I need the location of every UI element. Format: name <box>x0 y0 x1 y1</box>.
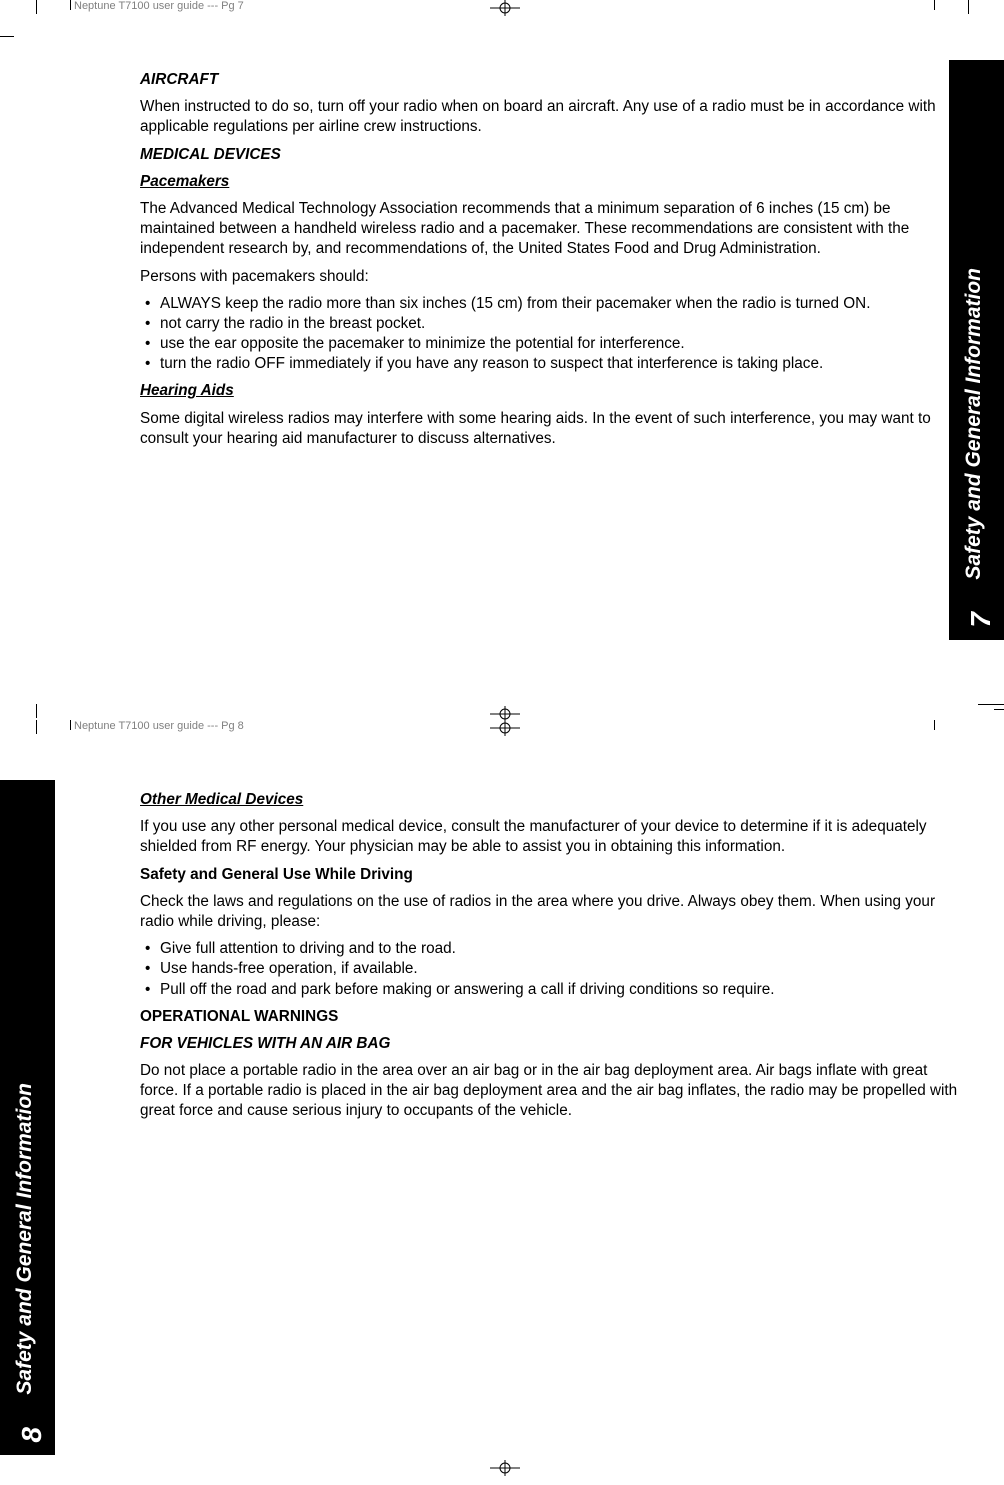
crop-tick-8-tl <box>36 720 37 734</box>
list-item: Give full attention to driving and to th… <box>160 939 968 959</box>
header-tick-right <box>934 0 935 10</box>
heading-operational-warnings: OPERATIONAL WARNINGS <box>140 1007 968 1027</box>
heading-other-medical: Other Medical Devices <box>140 790 968 810</box>
edge-tick-2 <box>994 709 1004 710</box>
list-pacemakers: ALWAYS keep the radio more than six inch… <box>140 294 968 375</box>
reg-mark-bottom-8 <box>490 1460 520 1480</box>
heading-medical-devices: MEDICAL DEVICES <box>140 145 968 165</box>
list-driving: Give full attention to driving and to th… <box>140 939 968 1000</box>
content-8: Other Medical Devices If you use any oth… <box>140 720 968 1122</box>
crop-mark-tr-v <box>968 0 969 14</box>
tab-number-7: 7 <box>965 612 997 628</box>
tab-number-8: 8 <box>16 1427 48 1443</box>
edge-tick-1 <box>978 704 1004 705</box>
list-item: turn the radio OFF immediately if you ha… <box>160 354 968 374</box>
list-item: Pull off the road and park before making… <box>160 980 968 1000</box>
reg-mark-top-8 <box>490 720 520 740</box>
crop-mark-tl-v <box>36 0 37 14</box>
heading-hearing-aids: Hearing Aids <box>140 381 968 401</box>
para-driving: Check the laws and regulations on the us… <box>140 892 968 932</box>
heading-driving: Safety and General Use While Driving <box>140 865 968 885</box>
heading-aircraft: AIRCRAFT <box>140 70 968 90</box>
para-other-medical: If you use any other personal medical de… <box>140 817 968 857</box>
page-header-7: Neptune T7100 user guide --- Pg 7 <box>74 0 244 12</box>
side-tab-8: Safety and General Information 8 <box>0 780 55 1455</box>
list-item: Use hands-free operation, if available. <box>160 959 968 979</box>
page-8: Neptune T7100 user guide --- Pg 8 Safety… <box>0 720 1004 1485</box>
heading-airbag: FOR VEHICLES WITH AN AIR BAG <box>140 1034 968 1054</box>
para-hearing-aids: Some digital wireless radios may interfe… <box>140 409 968 449</box>
header-tick-8-left <box>70 720 71 730</box>
crop-mark-tl-h <box>0 36 14 37</box>
page-header-8: Neptune T7100 user guide --- Pg 8 <box>74 720 244 732</box>
crop-tick-bl <box>36 704 37 718</box>
para-airbag: Do not place a portable radio in the are… <box>140 1061 968 1122</box>
reg-mark-top <box>490 0 520 20</box>
header-tick-8-right <box>934 720 935 730</box>
content-7: AIRCRAFT When instructed to do so, turn … <box>140 0 968 449</box>
header-tick-left <box>70 0 71 10</box>
para-aircraft: When instructed to do so, turn off your … <box>140 97 968 137</box>
heading-pacemakers: Pacemakers <box>140 172 968 192</box>
list-item: not carry the radio in the breast pocket… <box>160 314 968 334</box>
list-item: ALWAYS keep the radio more than six inch… <box>160 294 968 314</box>
para-pacemakers-2: Persons with pacemakers should: <box>140 267 968 287</box>
tab-label-8: Safety and General Information <box>13 1083 37 1395</box>
para-pacemakers-1: The Advanced Medical Technology Associat… <box>140 199 968 260</box>
page-7: Neptune T7100 user guide --- Pg 7 Safety… <box>0 0 1004 720</box>
list-item: use the ear opposite the pacemaker to mi… <box>160 334 968 354</box>
